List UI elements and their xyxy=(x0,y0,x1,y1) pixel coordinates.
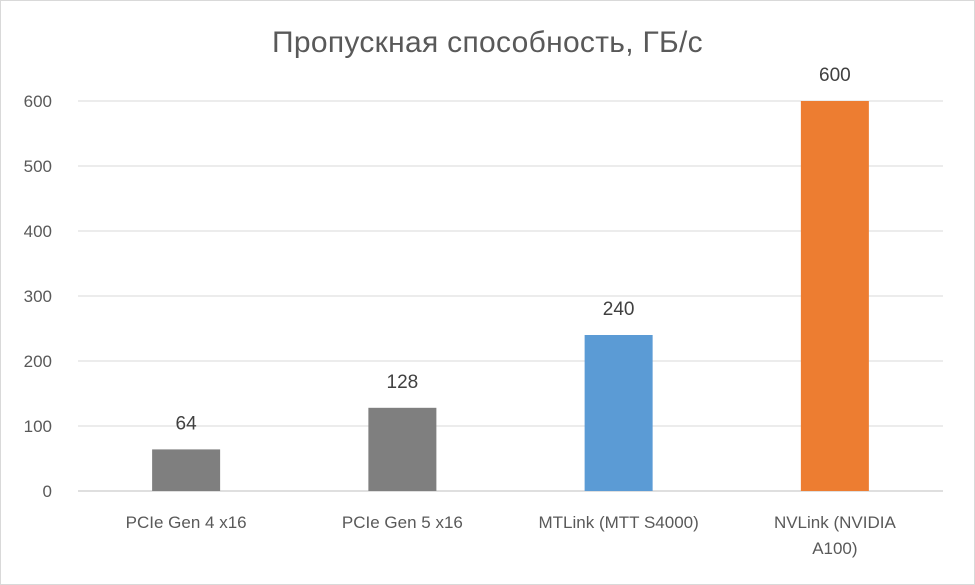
y-tick-label: 500 xyxy=(24,157,52,176)
x-tick-label: PCIe Gen 5 x16 xyxy=(342,513,463,532)
bar[interactable] xyxy=(152,449,221,491)
x-tick-label: MTLink (MTT S4000) xyxy=(538,513,698,532)
y-tick-label: 100 xyxy=(24,417,52,436)
bar[interactable] xyxy=(584,335,653,491)
x-tick-label: PCIe Gen 4 x16 xyxy=(126,513,247,532)
bar[interactable] xyxy=(800,101,869,491)
data-label: 64 xyxy=(176,413,198,434)
y-tick-label: 400 xyxy=(24,222,52,241)
data-label: 240 xyxy=(603,299,635,320)
x-tick-label: NVLink (NVIDIA xyxy=(774,513,897,532)
y-tick-label: 200 xyxy=(24,352,52,371)
data-label: 600 xyxy=(819,65,851,86)
data-label: 128 xyxy=(387,372,419,393)
x-tick-label: A100) xyxy=(812,539,857,558)
bar[interactable] xyxy=(368,407,437,491)
y-tick-label: 0 xyxy=(43,482,52,501)
y-tick-label: 300 xyxy=(24,287,52,306)
chart-title: Пропускная способность, ГБ/с xyxy=(272,26,703,59)
y-tick-label: 600 xyxy=(24,92,52,111)
